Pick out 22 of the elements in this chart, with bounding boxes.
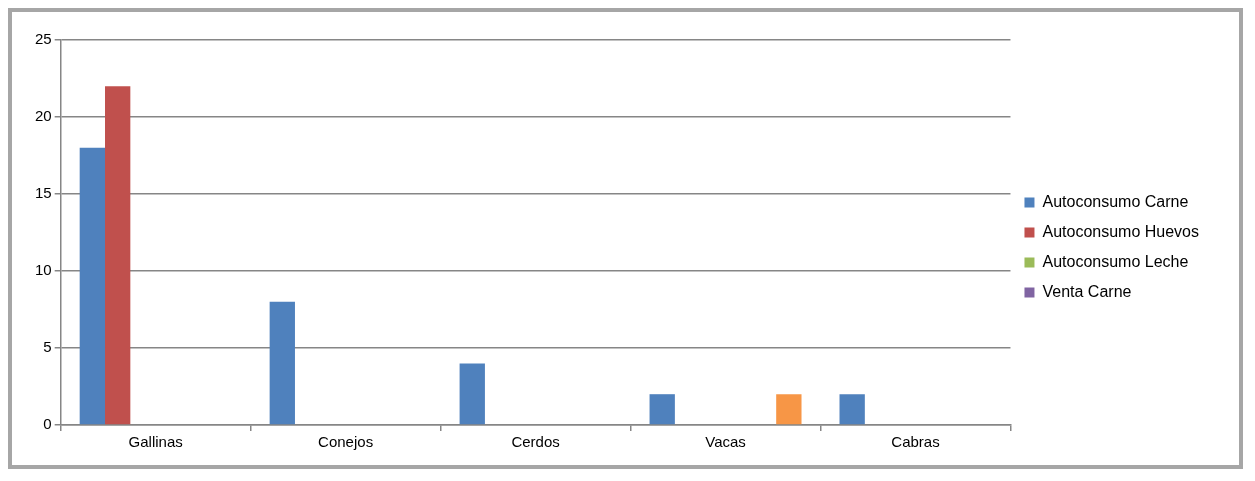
x-tick-label: Conejos xyxy=(318,433,374,451)
bar xyxy=(105,86,131,425)
y-tick-label: 0 xyxy=(43,415,52,433)
legend-label: Autoconsumo Huevos xyxy=(1042,222,1199,240)
legend-label: Autoconsumo Leche xyxy=(1042,252,1189,270)
y-tick-label: 20 xyxy=(35,107,52,125)
x-tick-label: Cerdos xyxy=(511,433,560,451)
y-tick-label: 25 xyxy=(35,30,52,48)
x-tick-label: Gallinas xyxy=(128,433,183,451)
y-tick-label: 5 xyxy=(43,338,52,356)
legend-label: Venta Carne xyxy=(1042,282,1132,300)
y-tick-label: 10 xyxy=(35,261,52,279)
bar xyxy=(79,147,106,425)
legend-label: Autoconsumo Carne xyxy=(1042,192,1189,210)
y-tick-label: 15 xyxy=(35,184,52,202)
bar xyxy=(649,394,675,425)
x-tick-label: Vacas xyxy=(705,433,746,451)
bar xyxy=(459,363,485,425)
bar xyxy=(839,394,865,425)
bar xyxy=(269,301,295,425)
bar xyxy=(776,394,802,425)
x-tick-label: Cabras xyxy=(891,433,940,451)
